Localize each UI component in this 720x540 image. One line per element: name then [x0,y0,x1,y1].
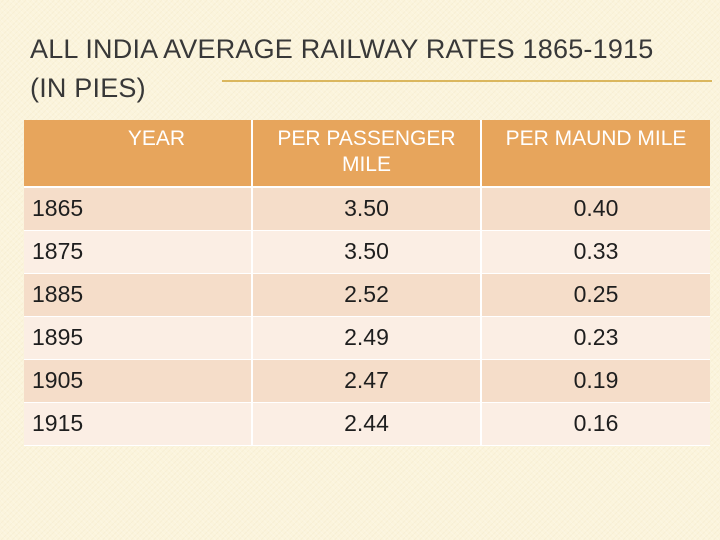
maund-rate-cell: 0.25 [481,273,710,317]
passenger-rate-cell: 2.52 [252,273,482,317]
passenger-rate-cell: 2.44 [252,402,482,446]
maund-rate-cell: 0.16 [481,402,710,446]
table-row: 1915 2.44 0.16 [24,402,710,446]
header-per-maund-mile: PER MAUND MILE [481,120,710,187]
table-row: 1885 2.52 0.25 [24,273,710,317]
table-row: 1905 2.47 0.19 [24,359,710,403]
header-year: YEAR [24,120,253,187]
maund-rate-cell: 0.23 [481,316,710,360]
passenger-rate-cell: 2.47 [252,359,482,403]
passenger-rate-cell: 3.50 [252,187,482,231]
year-cell: 1885 [24,273,253,317]
maund-rate-cell: 0.40 [481,187,710,231]
title-underline [222,80,712,82]
maund-rate-cell: 0.33 [481,230,710,274]
table-row: 1895 2.49 0.23 [24,316,710,360]
year-cell: 1895 [24,316,253,360]
year-cell: 1875 [24,230,253,274]
slide-title: ALL INDIA AVERAGE RAILWAY RATES 1865-191… [30,34,654,103]
table-row: 1865 3.50 0.40 [24,187,710,231]
table-row: 1875 3.50 0.33 [24,230,710,274]
railway-rates-table: YEAR PER PASSENGER MILE PER MAUND MILE 1… [24,120,710,446]
table-header-row: YEAR PER PASSENGER MILE PER MAUND MILE [24,120,710,187]
maund-rate-cell: 0.19 [481,359,710,403]
passenger-rate-cell: 3.50 [252,230,482,274]
year-cell: 1865 [24,187,253,231]
passenger-rate-cell: 2.49 [252,316,482,360]
header-per-passenger-mile: PER PASSENGER MILE [252,120,482,187]
year-cell: 1915 [24,402,253,446]
year-cell: 1905 [24,359,253,403]
